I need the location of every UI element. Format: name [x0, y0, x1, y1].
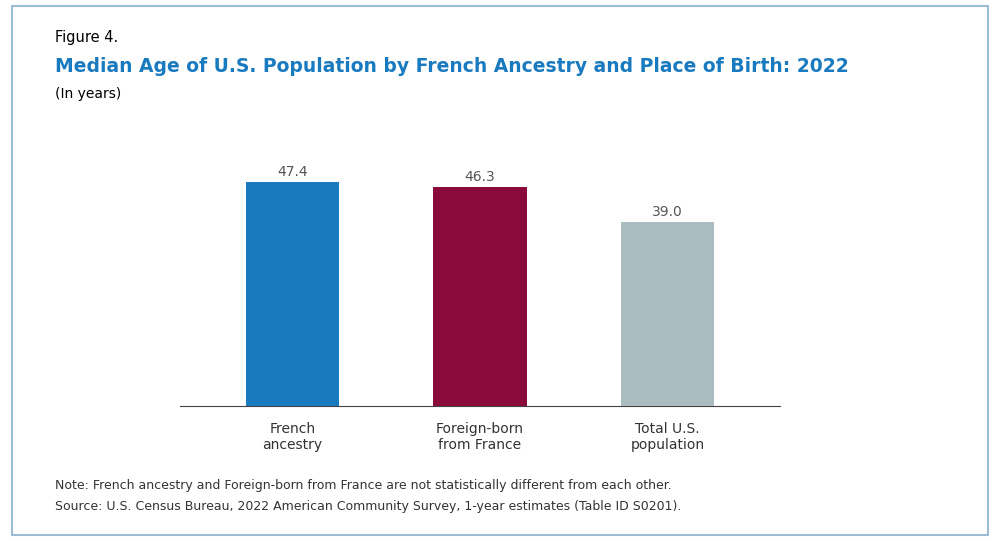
Text: 47.4: 47.4: [277, 165, 308, 179]
Text: (In years): (In years): [55, 87, 121, 101]
Text: 46.3: 46.3: [465, 170, 495, 184]
Bar: [246, 182, 339, 406]
Text: Source: U.S. Census Bureau, 2022 American Community Survey, 1-year estimates (Ta: Source: U.S. Census Bureau, 2022 America…: [55, 500, 681, 513]
Text: Median Age of U.S. Population by French Ancestry and Place of Birth: 2022: Median Age of U.S. Population by French …: [55, 57, 849, 76]
Text: Note: French ancestry and Foreign-born from France are not statistically differe: Note: French ancestry and Foreign-born f…: [55, 479, 672, 492]
Bar: [433, 187, 527, 406]
Bar: [621, 222, 714, 406]
Text: 39.0: 39.0: [652, 205, 683, 219]
Text: Figure 4.: Figure 4.: [55, 30, 118, 45]
